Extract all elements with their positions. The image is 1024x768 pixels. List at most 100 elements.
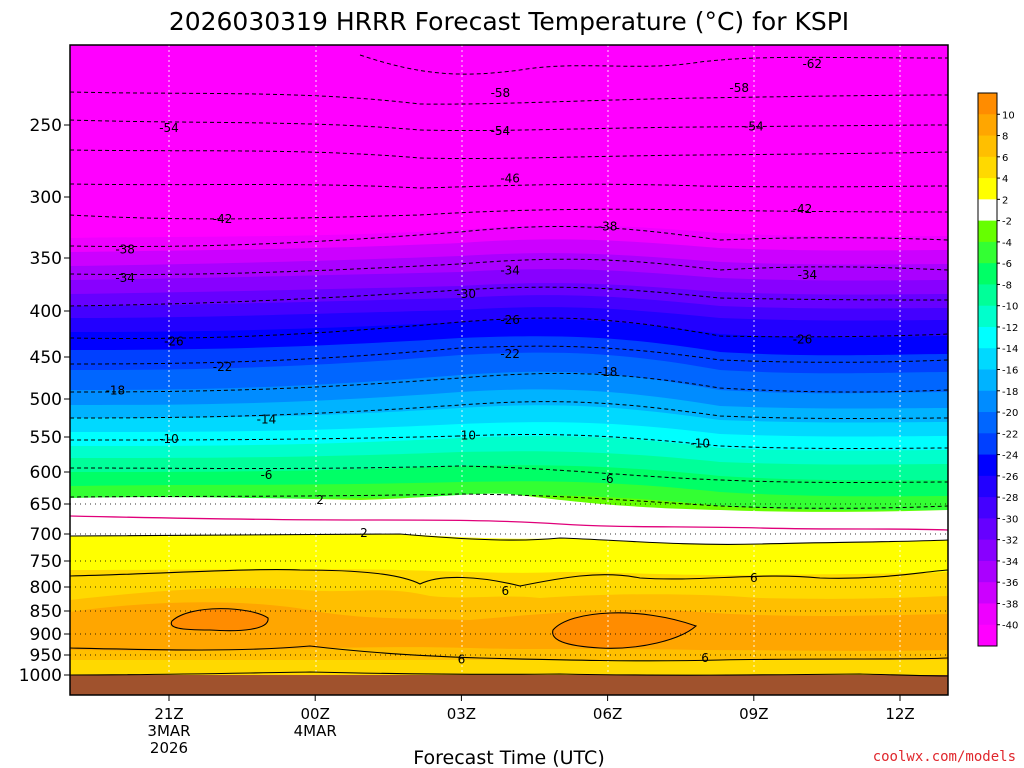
negative-isotherms xyxy=(70,54,948,509)
colorbar-segment xyxy=(978,348,997,370)
contour-label: -6 xyxy=(602,472,614,486)
colorbar-segment xyxy=(978,582,997,604)
colorbar-segment xyxy=(978,199,997,222)
contour-label: -10 xyxy=(456,428,476,442)
colorbar-segment xyxy=(978,326,997,349)
contour-label: -14 xyxy=(257,413,277,427)
colorbar-tick-label: -2 xyxy=(1002,217,1012,228)
contour-label: -54 xyxy=(744,119,764,133)
colorbar-tick-label: -30 xyxy=(1002,514,1018,525)
contour-label: 2 xyxy=(316,493,324,507)
x-tick-label: 00Z xyxy=(301,705,330,723)
colorbar-segment xyxy=(978,220,997,243)
colorbar-tick-label: 8 xyxy=(1002,132,1008,143)
contour-labels: -62-58 -58-54 -54 -54-46-42-42-38-38-34-34-… xyxy=(106,57,822,666)
colorbar-tick-label: -32 xyxy=(1002,536,1018,547)
colorbar-tick-label: -26 xyxy=(1002,472,1018,483)
colorbar-tick-label: -14 xyxy=(1002,344,1018,355)
x-tick-label: 09Z xyxy=(739,705,768,723)
colorbar-segment xyxy=(978,603,997,626)
contour-label: -34 xyxy=(115,271,135,285)
contour-label: 2 xyxy=(360,526,368,540)
contour-label: 6 xyxy=(701,651,709,665)
contour-label: -10 xyxy=(690,436,710,450)
contour-label: -30 xyxy=(456,287,476,301)
colorbar-segment xyxy=(978,369,997,392)
contour-label: 6 xyxy=(750,571,758,585)
x-tick-label: 3MAR xyxy=(147,722,190,740)
y-tick-label: 350 xyxy=(30,249,62,269)
colorbar-segment xyxy=(978,518,997,541)
plot-frame xyxy=(69,44,949,696)
colorbar-segment xyxy=(978,263,997,285)
colorbar-segment xyxy=(978,624,997,647)
colorbar-segment xyxy=(978,412,997,434)
chart-title: 2026030319 HRRR Forecast Temperature (°C… xyxy=(169,7,849,36)
y-axis: 250 300 350 400 450 500 550 600 650 700 750 800 850 9… xyxy=(19,116,70,686)
colorbar-tick-label: -28 xyxy=(1002,493,1018,504)
colorbar-segment xyxy=(978,433,997,456)
y-tick-label: 800 xyxy=(30,578,62,598)
contour-label: -38 xyxy=(115,242,135,256)
contour-label: -26 xyxy=(164,334,184,348)
contour-label: -38 xyxy=(598,219,618,233)
y-tick-label: 700 xyxy=(30,525,62,545)
contour-label: -34 xyxy=(798,268,818,282)
colorbar-tick-label: -12 xyxy=(1002,323,1018,334)
contour-label: -10 xyxy=(159,432,179,446)
contour-label: -22 xyxy=(500,347,520,361)
x-tick-label: 06Z xyxy=(593,705,622,723)
y-tick-label: 500 xyxy=(30,390,62,410)
y-tick-label: 300 xyxy=(30,188,62,208)
colorbar-segment xyxy=(978,539,997,562)
colorbar-segment xyxy=(978,497,997,519)
colorbar-segment xyxy=(978,390,997,413)
x-tick-label: 4MAR xyxy=(294,722,337,740)
colorbar-tick-label: 10 xyxy=(1002,110,1015,121)
colorbar-tick-label: -40 xyxy=(1002,621,1018,632)
contour-label: -26 xyxy=(500,313,520,327)
colorbar-tick-label: -6 xyxy=(1002,259,1012,270)
colorbar-tick-label: -24 xyxy=(1002,451,1018,462)
colorbar-segment xyxy=(978,156,997,179)
colorbar-tick-label: -38 xyxy=(1002,599,1018,610)
colorbar-segment xyxy=(978,560,997,583)
band-plus-10-b xyxy=(552,612,696,649)
contour-label: -22 xyxy=(213,360,233,374)
y-tick-label: 1000 xyxy=(19,666,62,686)
colorbar-tick-label: -8 xyxy=(1002,280,1012,291)
colorbar-segment xyxy=(978,178,997,200)
colorbar-segment xyxy=(978,475,997,498)
contour-label: -58 xyxy=(729,81,749,95)
y-tick-label: 550 xyxy=(30,428,62,448)
x-tick-label: 2026 xyxy=(150,739,188,757)
y-tick-label: 450 xyxy=(30,348,62,368)
contour-label: -6 xyxy=(260,468,272,482)
x-tick-label: 03Z xyxy=(447,705,476,723)
contour-label: 6 xyxy=(458,652,466,666)
plot-area xyxy=(70,45,948,695)
y-tick-label: 900 xyxy=(30,625,62,645)
band-plus-10-a xyxy=(171,608,269,631)
contour-label: -54 xyxy=(159,121,179,135)
colorbar-tick-label: -34 xyxy=(1002,557,1018,568)
contour-label: 6 xyxy=(501,584,509,598)
colorbar-tick-label: -18 xyxy=(1002,387,1018,398)
credit-text: coolwx.com/models xyxy=(873,749,1016,765)
contour-label: -46 xyxy=(500,171,520,185)
y-tick-label: 250 xyxy=(30,116,62,136)
colorbar-segment xyxy=(978,93,997,115)
positive-isotherms xyxy=(70,533,948,677)
contour-label: -18 xyxy=(106,384,126,398)
contour-label: -42 xyxy=(793,202,813,216)
colorbar-tick-label: -4 xyxy=(1002,238,1012,249)
contour-label: -54 xyxy=(491,124,511,138)
colorbar-tick-label: 2 xyxy=(1002,195,1008,206)
freezing-level-line xyxy=(70,515,948,531)
contour-label: -42 xyxy=(213,212,233,226)
colorbar-tick-label: -20 xyxy=(1002,408,1018,419)
y-tick-label: 850 xyxy=(30,602,62,622)
colorbar-segment xyxy=(978,241,997,264)
